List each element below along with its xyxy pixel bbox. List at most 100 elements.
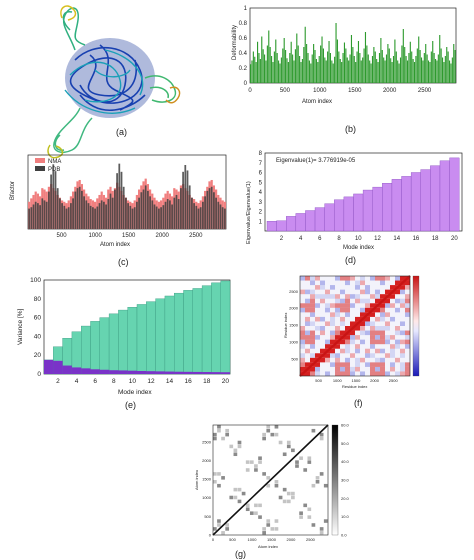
- heatmap-cell: [365, 307, 370, 313]
- deformability-bar: [349, 54, 351, 83]
- deformability-bar: [329, 53, 331, 83]
- y-tick-labels-g: 0 500 1000 1500 2000 2500: [202, 439, 212, 537]
- heatmap-cells-g: [213, 425, 328, 535]
- deformability-bar: [313, 44, 315, 83]
- heatmap-cell: [300, 366, 305, 372]
- heatmap-cell: [345, 298, 350, 304]
- heatmap-cell: [340, 289, 345, 295]
- heatmap-cell: [370, 371, 375, 376]
- heatmap-cell: [400, 366, 405, 372]
- heatmap-cell: [221, 531, 225, 535]
- deformability-bar: [321, 36, 323, 83]
- x-tick-label: 0: [248, 88, 252, 94]
- y-tick-label: 500: [204, 514, 211, 519]
- pdb-bar: [109, 193, 112, 229]
- heatmap-cell: [365, 321, 370, 326]
- deformability-bar: [447, 51, 449, 83]
- heatmap-cell: [360, 298, 365, 304]
- pdb-bar: [221, 207, 224, 229]
- deformability-bar: [307, 53, 309, 83]
- deformability-bar: [378, 53, 381, 83]
- deformability-bar: [439, 35, 441, 83]
- deformability-bar: [314, 50, 316, 83]
- heatmap-cell: [249, 460, 254, 464]
- pdb-bar: [177, 199, 180, 229]
- individual-variance-bars: [44, 359, 230, 374]
- deformability-bar: [271, 56, 273, 83]
- heatmap-cell: [266, 476, 271, 480]
- deformability-bar: [398, 63, 400, 83]
- deformability-bar: [380, 38, 382, 83]
- y-tick-label: 1000: [202, 495, 212, 500]
- heatmap-cell: [375, 371, 380, 376]
- eigenvalue-bar: [343, 196, 354, 232]
- eigenvalue-bar: [430, 165, 441, 232]
- pdb-bar: [184, 165, 187, 229]
- heatmap-cell: [370, 321, 375, 326]
- heatmap-cell: [400, 371, 405, 376]
- heatmap-cell: [360, 371, 365, 376]
- heatmap-cell: [375, 294, 380, 299]
- heatmap-cell: [325, 289, 330, 295]
- heatmap-cell: [390, 335, 395, 340]
- heatmap-cell: [266, 428, 271, 433]
- deformability-bar: [300, 62, 302, 83]
- heatmap-cell: [340, 307, 345, 313]
- heatmap-cell: [335, 294, 340, 299]
- eigenvalue-bar: [382, 183, 393, 232]
- heatmap-cell: [370, 326, 375, 331]
- heatmap-cell: [400, 321, 405, 326]
- heatmap-cell: [355, 285, 360, 290]
- heatmap-cell: [286, 499, 291, 504]
- heatmap-cell: [300, 357, 305, 363]
- contact-map: 0.0 10.0 20.0 30.0 40.0 50.0 60.0 0 500 1000 1500…: [194, 423, 350, 560]
- heatmap-cell: [311, 428, 316, 433]
- deformability-bar: [392, 56, 395, 83]
- y-tick-label: 1000: [289, 340, 299, 345]
- heatmap-cell: [375, 316, 380, 322]
- deformability-bar: [343, 42, 346, 83]
- pdb-bar: [217, 201, 220, 229]
- heatmap-cell: [380, 362, 385, 367]
- heatmap-cell: [213, 527, 217, 531]
- deformability-bar: [338, 51, 340, 83]
- eigenvalue-bar: [295, 213, 306, 232]
- heatmap-cell: [375, 330, 380, 336]
- heatmap-cell: [315, 353, 320, 358]
- heatmap-diagonal: [299, 275, 411, 377]
- heatmap-cell: [355, 362, 360, 367]
- cumulative-variance-bar: [99, 317, 110, 375]
- cumulative-variance-bar: [127, 307, 138, 375]
- heatmap-cell: [405, 344, 410, 349]
- heatmap-cell: [370, 294, 375, 299]
- pdb-bar: [83, 196, 85, 229]
- individual-variance-bar: [127, 370, 137, 374]
- pdb-bar: [140, 192, 143, 229]
- pdb-bars: [28, 163, 226, 229]
- heatmap-cell: [237, 487, 242, 492]
- panel-label-d: (d): [345, 255, 356, 265]
- pdb-bar: [202, 201, 204, 229]
- x-tick-label: 2000: [156, 233, 170, 239]
- deformability-bar: [266, 45, 268, 83]
- heatmap-cell: [405, 339, 410, 345]
- deformability-bar: [315, 59, 317, 83]
- pdb-bar: [133, 207, 136, 229]
- deformability-bar: [395, 51, 397, 83]
- individual-variance-bar: [146, 371, 156, 374]
- heatmap-cell: [400, 289, 405, 295]
- heatmap-cell: [365, 362, 370, 367]
- colorbar-tick-label: 60.0: [341, 423, 350, 428]
- individual-variance-bar: [155, 371, 165, 374]
- legend-swatch-nma: [35, 158, 45, 163]
- eigenvalue-bar: [391, 179, 402, 232]
- deformability-bar: [371, 56, 374, 83]
- heatmap-cell: [254, 503, 258, 508]
- pdb-bar: [94, 208, 96, 229]
- heatmap-cell: [330, 362, 335, 367]
- heatmap-cell: [229, 444, 234, 449]
- heatmap-cell: [305, 362, 310, 367]
- heatmap-cell: [390, 353, 395, 358]
- x-tick-label: 2: [56, 378, 60, 385]
